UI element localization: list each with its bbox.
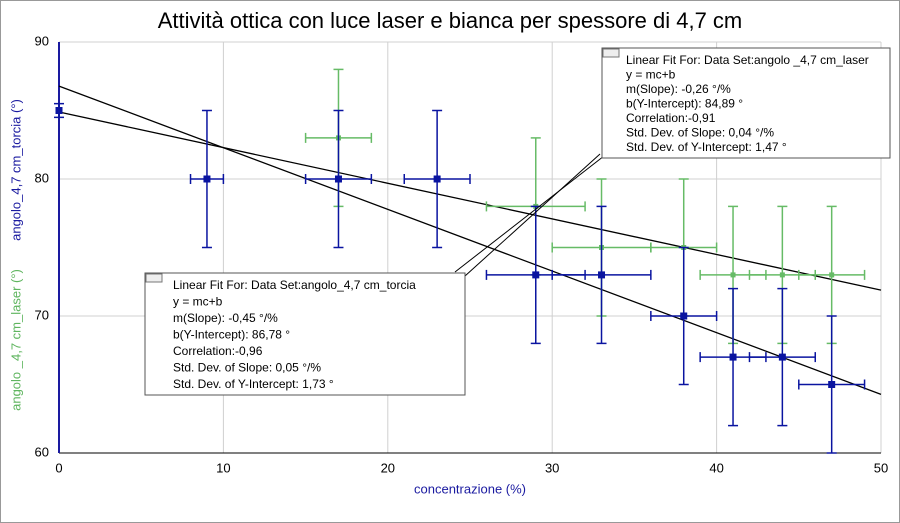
y-tick-label: 60 <box>35 444 49 459</box>
annotation: Linear Fit For: Data Set:angolo_4,7 cm_t… <box>144 153 601 396</box>
point <box>779 272 785 278</box>
y-tick-label: 70 <box>35 307 49 322</box>
y-tick-label: 90 <box>35 33 49 48</box>
point <box>730 272 736 278</box>
point <box>778 353 786 361</box>
annotation-line: Linear Fit For: Data Set:angolo _4,7 cm_… <box>626 53 869 67</box>
connector <box>454 155 605 273</box>
point <box>829 272 835 278</box>
annotation-line: y = mc+b <box>626 68 676 82</box>
point <box>203 175 211 183</box>
annotation-line: Std. Dev. of Y-Intercept: 1,73 ° <box>173 377 334 391</box>
annotation-line: Std. Dev. of Y-Intercept: 1,47 ° <box>626 140 787 154</box>
x-axis-label: concentrazione (%) <box>414 481 526 496</box>
x-tick-label: 50 <box>874 460 888 475</box>
annotation-line: Correlation:-0,96 <box>173 344 263 358</box>
x-tick-label: 0 <box>55 460 62 475</box>
fit-line <box>58 85 882 395</box>
annotation-line: Correlation:-0,91 <box>626 111 716 125</box>
point <box>532 271 540 279</box>
annotation-line: b(Y-Intercept): 84,89 ° <box>626 97 743 111</box>
y-tick-label: 80 <box>35 170 49 185</box>
point <box>828 381 836 388</box>
fit-line <box>58 111 882 291</box>
y-axis-label: angolo_4,7 cm_torcia (°) <box>8 99 23 241</box>
annotation-line: Std. Dev. of Slope: 0,05 °/% <box>173 361 321 375</box>
annotation-line: m(Slope): -0,45 °/% <box>173 311 278 325</box>
x-tick-label: 10 <box>216 460 230 475</box>
annotation-line: y = mc+b <box>173 295 223 309</box>
box-icon <box>145 273 163 283</box>
point <box>598 271 606 279</box>
x-tick-label: 40 <box>709 460 723 475</box>
annotation: Linear Fit For: Data Set:angolo _4,7 cm_… <box>454 47 891 273</box>
x-tick-label: 30 <box>545 460 559 475</box>
chart-title: Attività ottica con luce laser e bianca … <box>158 8 743 33</box>
connector <box>464 153 601 277</box>
box-icon <box>602 48 620 58</box>
annotation-box <box>144 272 466 396</box>
annotation-box <box>601 47 891 159</box>
point <box>334 175 342 183</box>
y-axis-label: angolo _4,7 cm_laser (°) <box>8 269 23 411</box>
point <box>55 107 63 114</box>
annotation-line: m(Slope): -0,26 °/% <box>626 82 731 96</box>
annotation-line: Linear Fit For: Data Set:angolo_4,7 cm_t… <box>173 278 416 292</box>
point <box>680 312 688 320</box>
annotation-line: b(Y-Intercept): 86,78 ° <box>173 328 290 342</box>
annotation-line: Std. Dev. of Slope: 0,04 °/% <box>626 126 774 140</box>
x-tick-label: 20 <box>381 460 395 475</box>
point <box>433 175 441 183</box>
point <box>729 353 737 361</box>
